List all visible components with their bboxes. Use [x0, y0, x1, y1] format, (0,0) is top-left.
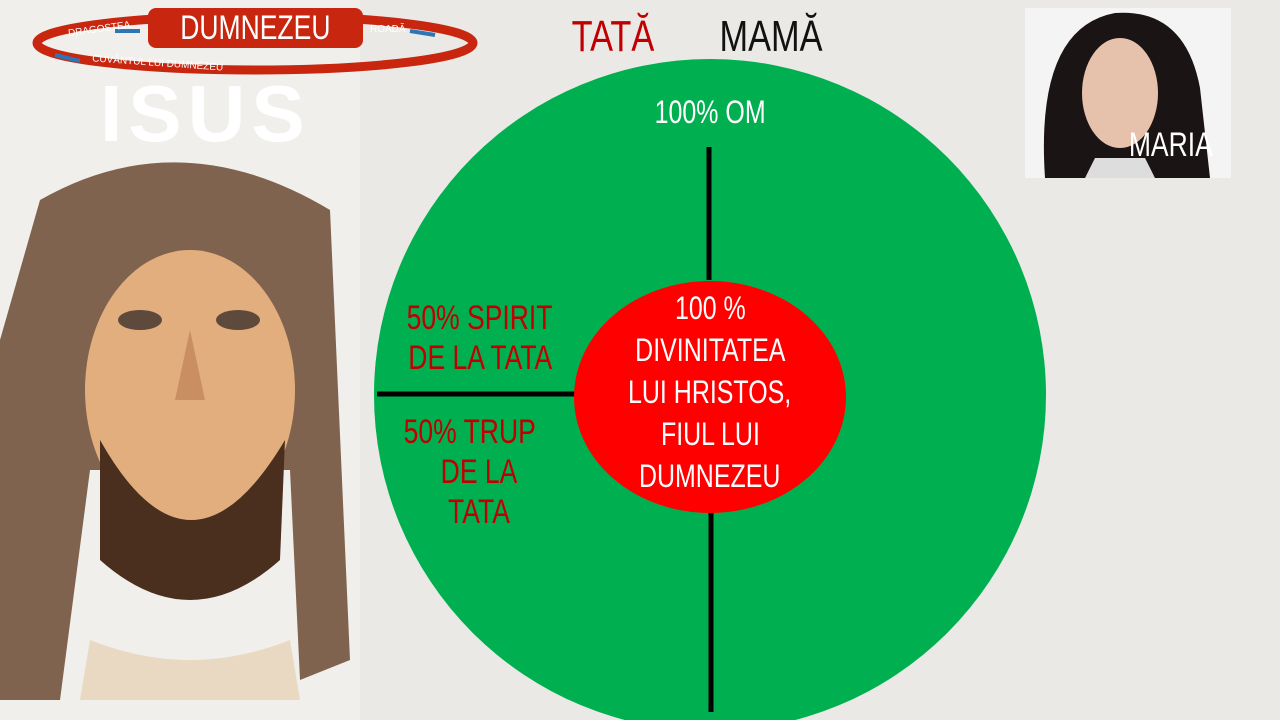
- maria-photo: MARIA: [1025, 8, 1231, 178]
- outer-label: 100% OM: [654, 94, 766, 130]
- divinity-circle: [574, 281, 846, 513]
- body-label: 50% TRUP DE LA TATA: [403, 413, 537, 531]
- arrow-icon: [54, 53, 81, 63]
- arrow-icon: [409, 29, 436, 37]
- isus-watermark: ISUS: [100, 69, 311, 158]
- mother-label: MAMĂ: [719, 12, 823, 61]
- jesus-portrait: [0, 162, 350, 700]
- spirit-label: 50% SPIRIT DE LA TATA: [407, 299, 553, 377]
- logo-roada: ROADĂ: [370, 24, 406, 35]
- maria-label: MARIA: [1128, 126, 1213, 164]
- center-label: 100 % DIVINITATEA LUI HRISTOS, FIUL LUI …: [628, 290, 792, 494]
- logo-dumnezeu: DUMNEZEU: [148, 8, 363, 48]
- father-label: TATĂ: [571, 12, 655, 61]
